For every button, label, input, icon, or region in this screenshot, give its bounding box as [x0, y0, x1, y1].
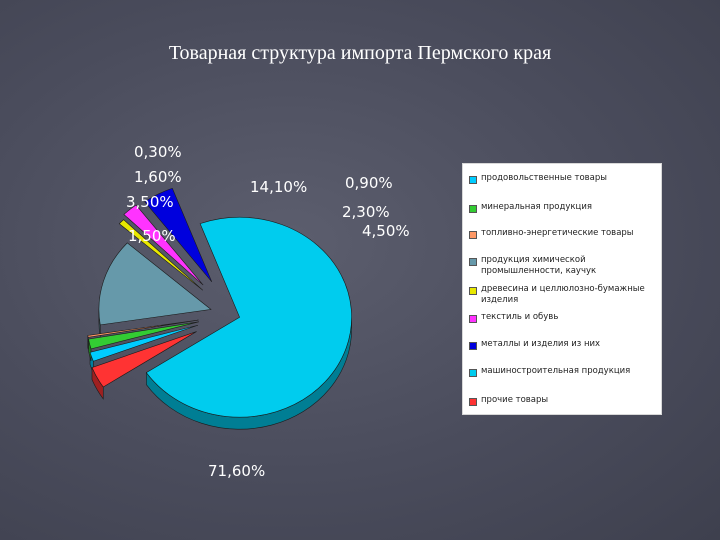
legend-label: продовольственные товары	[481, 173, 607, 183]
pie-slice	[87, 319, 199, 338]
legend-swatch	[469, 176, 477, 184]
pie-data-label: 1,50%	[128, 227, 176, 245]
pie-slice	[88, 321, 199, 350]
legend-swatch	[469, 258, 477, 266]
pie-slice	[123, 204, 204, 286]
pie-data-label: 0,30%	[134, 143, 182, 161]
pie-slice	[89, 324, 198, 362]
legend-swatch	[469, 342, 477, 350]
legend-label: минеральная продукция	[481, 202, 592, 212]
pie-data-label: 71,60%	[208, 462, 265, 480]
legend-label: древесина и целлюлозно-бумажные изделия	[481, 284, 645, 305]
legend-item: металлы и изделия из них	[469, 339, 659, 350]
pie-data-label: 2,30%	[342, 203, 390, 221]
legend-item: минеральная продукция	[469, 202, 659, 213]
legend-label: текстиль и обувь	[481, 312, 559, 322]
legend-label: топливно-энергетические товары	[481, 228, 634, 238]
legend-item: прочие товары	[469, 395, 659, 406]
legend-label: машиностроительная продукция	[481, 366, 631, 376]
legend-swatch	[469, 287, 477, 295]
pie-data-label: 1,60%	[134, 168, 182, 186]
legend-label: металлы и изделия из них	[481, 339, 601, 349]
legend-item: топливно-энергетические товары	[469, 228, 659, 239]
legend-item: продукция химической промышленности, кау…	[469, 255, 659, 277]
legend-item: текстиль и обувь	[469, 312, 659, 323]
pie-data-label: 3,50%	[126, 193, 174, 211]
legend-label: продукция химической промышленности, кау…	[481, 255, 597, 276]
pie-slice	[145, 216, 352, 418]
pie-data-label: 0,90%	[345, 174, 393, 192]
pie-slice	[118, 219, 204, 291]
chart-legend: продовольственные товары минеральная прод…	[462, 163, 662, 415]
legend-swatch	[469, 369, 477, 377]
legend-swatch	[469, 231, 477, 239]
legend-item: продовольственные товары	[469, 173, 659, 184]
slide-title: Товарная структура импорта Пермского кра…	[168, 42, 552, 64]
legend-item: машиностроительная продукция	[469, 366, 659, 377]
pie-slice	[98, 242, 212, 326]
legend-item: древесина и целлюлозно-бумажные изделия	[469, 284, 659, 306]
legend-swatch	[469, 315, 477, 323]
pie-data-label: 14,10%	[250, 178, 307, 196]
legend-swatch	[469, 205, 477, 213]
legend-swatch	[469, 398, 477, 406]
pie-slice	[91, 331, 197, 388]
legend-label: прочие товары	[481, 395, 549, 405]
pie-slice	[144, 187, 213, 283]
pie-data-label: 4,50%	[362, 222, 410, 240]
